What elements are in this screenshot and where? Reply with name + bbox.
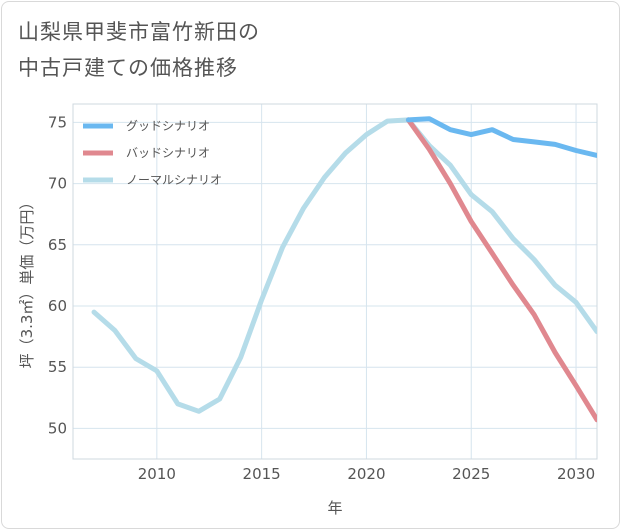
- y-tick-label: 60: [48, 297, 67, 315]
- y-tick-label: 75: [48, 113, 67, 131]
- chart-title: 山梨県甲斐市富竹新田の 中古戸建ての価格推移: [18, 14, 260, 86]
- x-tick-label: 2015: [243, 465, 281, 483]
- y-tick-label: 50: [48, 419, 67, 437]
- chart-title-line2: 中古戸建ての価格推移: [18, 56, 238, 80]
- plot-border: [72, 103, 598, 460]
- legend-label-2: バッドシナリオ: [126, 146, 210, 160]
- series-line-3: [91, 117, 597, 414]
- y-axis-label: 坪（3.3㎡）単価（万円）: [18, 195, 36, 369]
- y-tick-label: 70: [48, 175, 67, 193]
- chart-title-line1: 山梨県甲斐市富竹新田の: [18, 20, 260, 44]
- x-tick-label: 2025: [452, 465, 490, 483]
- x-axis-label: 年: [327, 499, 342, 517]
- x-tick-label: 2020: [347, 465, 385, 483]
- legend-label-1: グッドシナリオ: [126, 119, 210, 133]
- y-tick-label: 55: [48, 358, 67, 376]
- x-tick-label: 2030: [557, 465, 595, 483]
- series-line-2: [405, 117, 597, 423]
- legend-label-3: ノーマルシナリオ: [126, 173, 222, 187]
- x-tick-label: 2010: [138, 465, 176, 483]
- series-line-1: [405, 116, 597, 158]
- y-tick-label: 65: [48, 236, 67, 254]
